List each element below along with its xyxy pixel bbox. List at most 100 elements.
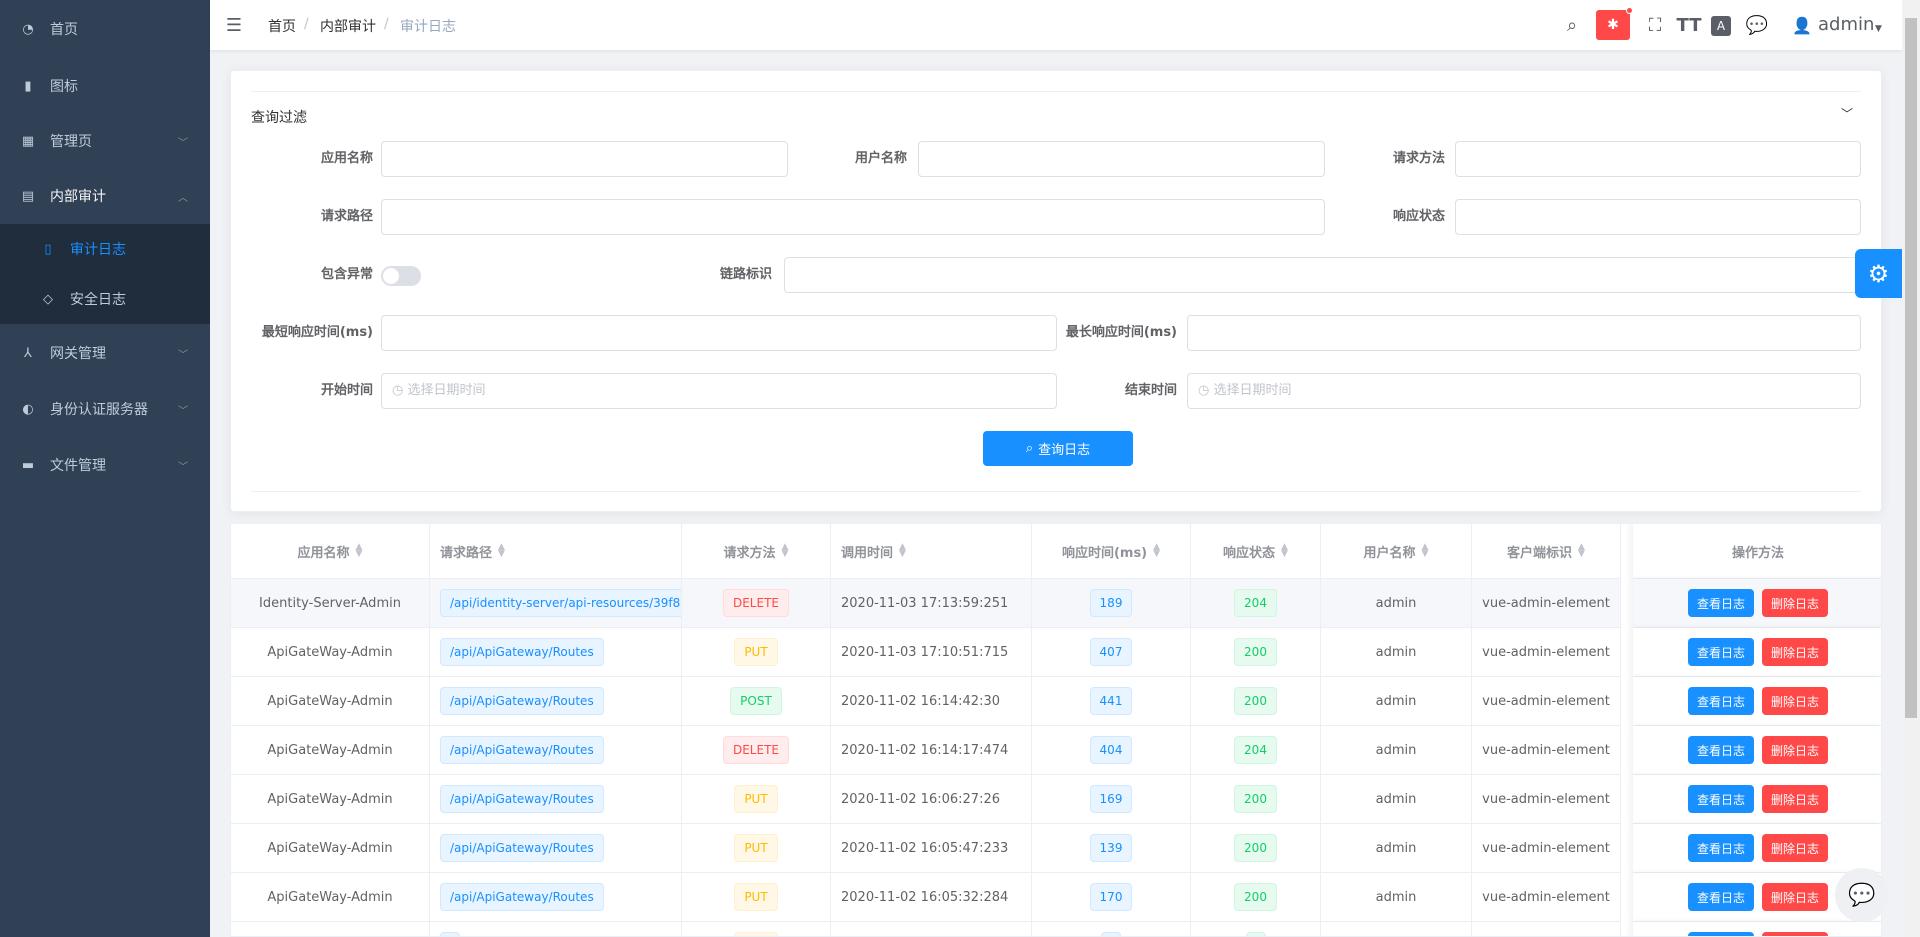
path-input[interactable] <box>381 199 1325 235</box>
call-time: 2020-11-02 16:05:32:284 <box>841 889 1009 905</box>
table-cell: 2020-11-02 16:06:27:26 <box>831 775 1032 824</box>
sidebar-item-6[interactable]: ⅄ 网关管理 ﹀ <box>0 325 210 381</box>
user-name[interactable]: admin <box>1818 14 1875 35</box>
table-cell: admin <box>1321 628 1472 677</box>
cell-text: vue-admin-element <box>1482 840 1610 856</box>
hamburger-icon[interactable]: ☰ <box>225 14 243 36</box>
include-exception-switch[interactable] <box>381 266 421 286</box>
view-log-button[interactable]: 查看日志 <box>1688 932 1754 936</box>
label-start: 开始时间 <box>320 383 373 398</box>
table-cell: admin <box>1321 677 1472 726</box>
max-input[interactable] <box>1187 315 1861 351</box>
delete-log-button[interactable]: 删除日志 <box>1762 687 1828 715</box>
view-log-button[interactable]: 查看日志 <box>1688 785 1754 813</box>
trace-input[interactable] <box>784 257 1861 293</box>
view-log-button[interactable]: 查看日志 <box>1688 834 1754 862</box>
cell-text: ApiGateWay-Admin <box>267 889 393 905</box>
cell-text: admin <box>1375 840 1417 856</box>
sort-icon[interactable]: ▲ ▼ <box>1578 542 1585 559</box>
column-header[interactable]: 响应时间(ms) ▲ ▼ <box>1032 524 1191 579</box>
sidebar-item-1[interactable]: ▮ 图标 <box>0 58 210 114</box>
cell-text: vue-admin-element <box>1482 595 1610 611</box>
sort-icon[interactable]: ▲ ▼ <box>1281 542 1288 559</box>
delete-log-button[interactable]: 删除日志 <box>1762 638 1828 666</box>
column-header[interactable]: 请求路径 ▲ ▼ <box>430 524 682 579</box>
label-user: 用户名称 <box>854 151 907 166</box>
table-cell <box>1472 922 1621 936</box>
view-log-button[interactable]: 查看日志 <box>1688 589 1754 617</box>
message-icon[interactable]: 💬 <box>1745 14 1769 36</box>
view-log-button[interactable]: 查看日志 <box>1688 687 1754 715</box>
sort-icon[interactable]: ▲ ▼ <box>781 542 789 559</box>
sort-icon[interactable]: ▲ ▼ <box>1421 542 1429 559</box>
user-avatar-icon[interactable]: 👤 <box>1792 15 1812 35</box>
duration-tag: 170 <box>1089 883 1133 911</box>
sidebar-item-5[interactable]: ◇ 安全日志 <box>0 274 210 324</box>
search-icon[interactable]: ⌕ <box>1566 14 1578 36</box>
cell-text: Identity-Server-Admin <box>259 595 401 611</box>
sidebar-item-2[interactable]: ▦ 管理页 ﹀ <box>0 113 210 169</box>
method-tag: PUT <box>734 638 778 666</box>
duration-tag: 441 <box>1089 687 1133 715</box>
view-log-button[interactable]: 查看日志 <box>1688 638 1754 666</box>
column-header[interactable]: 调用时间 ▲ ▼ <box>831 524 1032 579</box>
sidebar-item-3[interactable]: ▤ 内部审计 ︿ <box>0 168 210 224</box>
settings-gear-icon[interactable]: ⚙ <box>1855 249 1902 298</box>
end-input[interactable]: ◷ 选择日期时间 <box>1187 373 1861 409</box>
chat-bubble-icon[interactable]: 💬 <box>1835 868 1889 922</box>
filter-title[interactable]: 查询过滤 <box>251 110 307 126</box>
translate-icon[interactable]: A <box>1711 16 1731 36</box>
delete-log-button[interactable]: 删除日志 <box>1762 834 1828 862</box>
column-header[interactable]: 用户名称 ▲ ▼ <box>1321 524 1472 579</box>
fullscreen-icon[interactable]: ⛶ <box>1648 14 1662 36</box>
bug-icon[interactable]: ✱ <box>1596 7 1633 40</box>
sort-icon[interactable]: ▲ ▼ <box>899 542 906 559</box>
start-input[interactable]: ◷ 选择日期时间 <box>381 373 1057 409</box>
delete-log-button[interactable]: 删除日志 <box>1762 736 1828 764</box>
sort-icon[interactable]: ▲ ▼ <box>355 542 363 559</box>
sidebar-item-7[interactable]: ◐ 身份认证服务器 ﹀ <box>0 381 210 437</box>
column-header[interactable]: 响应状态 ▲ ▼ <box>1191 524 1321 579</box>
path-tag[interactable]: /api/ApiGateway/Routes <box>440 736 604 764</box>
path-tag[interactable]: /api/ApiGateway/Routes <box>440 834 604 862</box>
view-log-button[interactable]: 查看日志 <box>1688 736 1754 764</box>
table-cell: vue-admin-element <box>1472 824 1621 873</box>
delete-log-button[interactable]: 删除日志 <box>1762 932 1828 936</box>
column-header[interactable]: 应用名称 ▲ ▼ <box>231 524 430 579</box>
delete-log-button[interactable]: 删除日志 <box>1762 785 1828 813</box>
delete-log-button[interactable]: 删除日志 <box>1762 589 1828 617</box>
sort-icon[interactable]: ▲ ▼ <box>1153 542 1161 559</box>
path-tag[interactable]: /api/identity-server/api-resources/39f82… <box>440 589 681 617</box>
path-tag[interactable] <box>440 932 460 936</box>
view-log-button[interactable]: 查看日志 <box>1688 883 1754 911</box>
path-tag[interactable]: /api/ApiGateway/Routes <box>440 883 604 911</box>
table-cell: admin <box>1321 824 1472 873</box>
column-header[interactable]: 请求方法 ▲ ▼ <box>682 524 831 579</box>
column-header[interactable]: 客户端标识 ▲ ▼ <box>1472 524 1621 579</box>
column-title: 应用名称 <box>297 545 350 561</box>
table-cell: Identity-Server-Admin <box>231 579 430 628</box>
search-logs-button[interactable]: ⌕ 查询日志 <box>983 431 1133 466</box>
sidebar-item-4[interactable]: ▯ 审计日志 <box>0 224 210 274</box>
font-size-icon[interactable]: TT <box>1676 14 1702 36</box>
duration-tag <box>1101 932 1121 936</box>
user-input[interactable] <box>918 141 1325 177</box>
path-tag[interactable]: /api/ApiGateway/Routes <box>440 687 604 715</box>
app-input[interactable] <box>381 141 788 177</box>
path-tag[interactable]: /api/ApiGateway/Routes <box>440 638 604 666</box>
path-tag[interactable]: /api/ApiGateway/Routes <box>440 785 604 813</box>
min-input[interactable] <box>381 315 1057 351</box>
chevron-down-icon[interactable]: ﹀ <box>1841 107 1854 121</box>
sidebar-item-0[interactable]: ◔ 首页 <box>0 1 210 57</box>
sidebar-item-8[interactable]: ▬ 文件管理 ﹀ <box>0 437 210 493</box>
status-input[interactable] <box>1455 199 1861 235</box>
caret-down-icon[interactable]: ▼ <box>1875 24 1882 34</box>
scrollbar[interactable] <box>1902 0 1920 937</box>
breadcrumb-home[interactable]: 首页 <box>268 19 296 35</box>
method-input[interactable] <box>1455 141 1861 177</box>
clock-icon: ◷ <box>392 383 408 398</box>
method-tag: PUT <box>734 883 778 911</box>
sort-icon[interactable]: ▲ ▼ <box>498 542 505 559</box>
delete-log-button[interactable]: 删除日志 <box>1762 883 1828 911</box>
table-cell: ApiGateWay-Admin <box>231 677 430 726</box>
